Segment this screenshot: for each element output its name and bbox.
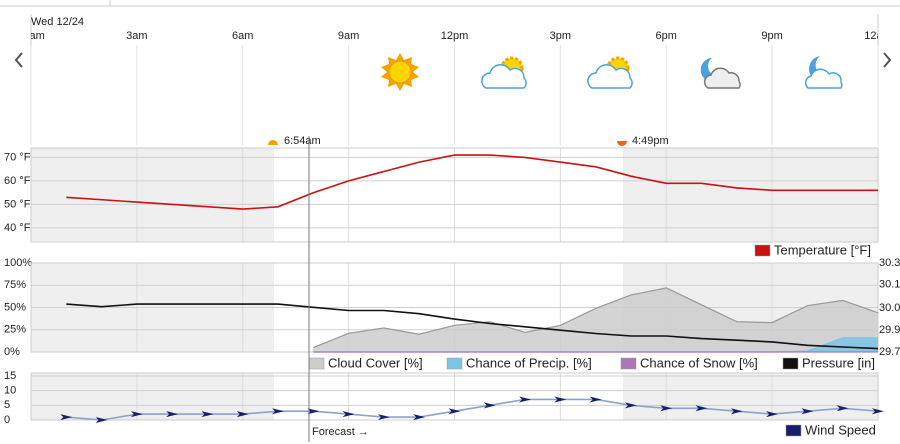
wind-marker: [519, 396, 532, 403]
sunset-icon: [617, 141, 627, 146]
chart-panel: 40 °F 50 °F 60 °F 70 °F Temperature [°F]: [4, 147, 879, 257]
wind-marker: [236, 411, 249, 418]
wind-marker: [695, 405, 708, 412]
wind-marker: [554, 396, 567, 403]
wind-marker: [377, 414, 390, 421]
night-cloudy-icon: [700, 58, 741, 89]
legend-label: Chance of Precip. [%]: [466, 355, 592, 370]
legend-swatch: [754, 244, 771, 257]
legend-swatch: [446, 357, 463, 370]
legend-swatch: [785, 424, 802, 437]
y-tick-label: 0: [4, 414, 10, 426]
y-tick-label: 75%: [4, 279, 26, 291]
sunset-label: 4:49pm: [632, 135, 669, 147]
wind-marker: [660, 405, 673, 412]
wind-marker: [624, 402, 637, 409]
sunrise-icon: [268, 140, 278, 145]
wind-marker: [413, 414, 426, 421]
area: [313, 287, 878, 352]
chart-panel: 0 5 10 15 Wind Speed: [4, 370, 884, 437]
wind-marker: [201, 411, 214, 418]
area: [313, 337, 878, 352]
sunny-icon: [381, 53, 419, 91]
y-tick-label: 10: [4, 385, 16, 397]
legend-label: Wind Speed: [805, 422, 876, 437]
sunrise-label: 6:54am: [284, 135, 321, 147]
wind-marker: [448, 408, 461, 415]
x-tick-label: 9am: [338, 30, 359, 42]
legend-label: Pressure [in]: [802, 355, 875, 370]
y-tick-label: 50%: [4, 301, 26, 313]
wind-marker: [872, 408, 884, 415]
plot-border: [30, 147, 879, 243]
x-tick-label: 12am: [864, 30, 892, 42]
wind-marker: [307, 408, 320, 415]
forecast-label: Forecast →: [312, 426, 369, 438]
plot-border: [30, 372, 879, 421]
y2-tick-label: 29.92: [879, 324, 900, 336]
night-partly-cloudy-icon: [804, 56, 843, 89]
y2-tick-label: 29.79: [879, 346, 900, 358]
wind-marker: [166, 411, 179, 418]
wind-marker: [95, 417, 108, 423]
x-tick-label: 12am: [17, 30, 45, 42]
night-shade: [31, 148, 274, 242]
wind-marker: [836, 405, 849, 412]
x-tick-label: 6am: [232, 30, 253, 42]
x-tick-label: 12pm: [441, 30, 469, 42]
next-arrow[interactable]: [883, 52, 892, 68]
legend-swatch: [782, 357, 799, 370]
x-axis: 12am 3am 6am 9am 12pm 3pm 6pm 9pm 12am: [17, 30, 892, 42]
wind-marker: [342, 411, 355, 418]
x-tick-label: 9pm: [761, 30, 782, 42]
wind-marker: [589, 396, 602, 403]
line: [66, 303, 879, 350]
y-tick-label: 50 °F: [4, 198, 31, 210]
x-tick-label: 3pm: [550, 30, 571, 42]
area-edge: [313, 287, 879, 349]
legend-label: Cloud Cover [%]: [328, 355, 423, 370]
y2-tick-label: 30.05: [879, 302, 900, 314]
legend-label: Chance of Snow [%]: [640, 355, 758, 370]
legend-swatch: [308, 357, 325, 370]
chart-panel: 0% 25% 50% 75% 100% 29.79 29.92 30.05 30.19 30.32…: [4, 257, 900, 371]
prev-arrow[interactable]: [14, 52, 23, 68]
wind-marker: [483, 402, 496, 409]
line: [66, 154, 878, 210]
date-label: Wed 12/24: [31, 16, 84, 28]
x-tick-label: 6pm: [656, 30, 677, 42]
legend-swatch: [620, 357, 637, 370]
y-tick-label: 25%: [4, 324, 26, 336]
y2-tick-label: 30.32: [879, 257, 900, 269]
y-tick-label: 100%: [4, 257, 32, 269]
y-tick-label: 15: [4, 370, 16, 382]
wind-marker: [130, 411, 143, 418]
line: [66, 398, 879, 421]
y-tick-label: 60 °F: [4, 175, 31, 187]
partly-cloudy-icon: [587, 56, 633, 89]
partly-cloudy-icon: [481, 56, 527, 89]
wind-marker: [272, 408, 285, 415]
y2-tick-label: 30.19: [879, 279, 900, 291]
y-tick-label: 5: [4, 399, 10, 411]
y-tick-label: 70 °F: [4, 151, 31, 163]
y-tick-label: 0%: [4, 346, 20, 358]
wind-marker: [766, 411, 779, 418]
x-tick-label: 3am: [126, 30, 147, 42]
night-shade: [31, 373, 274, 420]
wind-marker: [730, 408, 743, 415]
legend-label: Temperature [°F]: [774, 242, 871, 257]
wind-marker: [801, 408, 814, 415]
wind-marker: [60, 414, 73, 421]
night-shade: [623, 148, 878, 242]
y-tick-label: 40 °F: [4, 222, 31, 234]
